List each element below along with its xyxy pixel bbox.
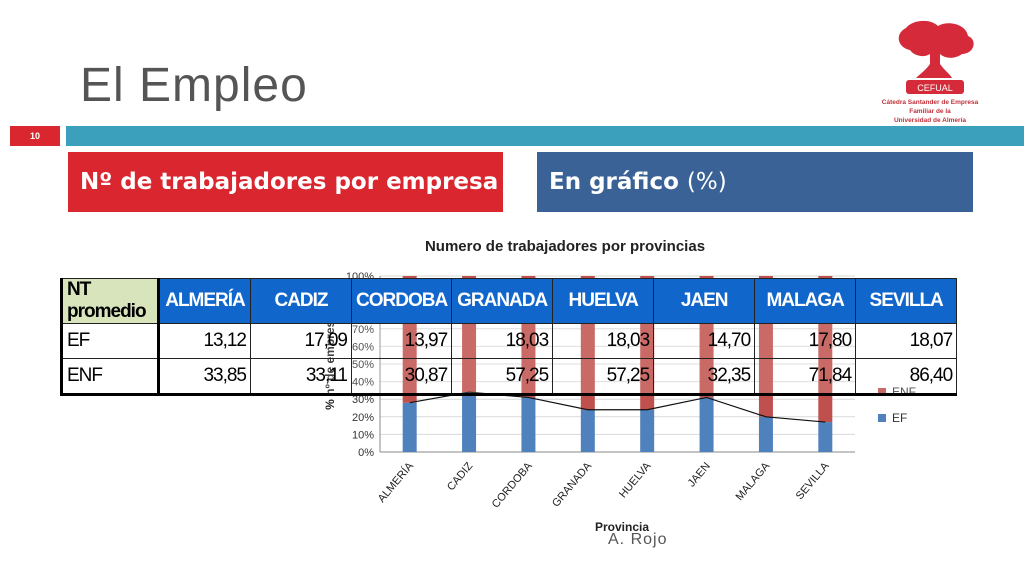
logo-line-1: Cátedra Santander de Empresa	[881, 99, 979, 106]
table-cell: 57,25	[451, 358, 554, 396]
table-header-row: NT promedio ALMERÍA CADIZ CORDOBA GRANADA HU…	[60, 278, 958, 324]
table-col-header: HUELVA	[552, 278, 655, 324]
logo-line-2: Familiar de la	[909, 108, 951, 115]
table-col-header: JAEN	[653, 278, 756, 324]
table-cell: 33,85	[158, 358, 251, 396]
table-cell: 32,35	[653, 358, 756, 396]
y-tick-label: 10%	[352, 429, 374, 441]
table-cell: 33,11	[250, 358, 352, 396]
bar-ef	[640, 409, 655, 452]
bar-ef	[699, 397, 714, 452]
table-cell: 57,25	[552, 358, 655, 396]
table-cell: 30,87	[350, 358, 453, 396]
table-cell: 18,03	[552, 323, 655, 359]
bar-ef	[462, 392, 477, 452]
x-tick-label: CADIZ	[445, 460, 476, 493]
table-cell: 13,12	[158, 323, 251, 359]
table-corner-header: NT promedio	[60, 278, 160, 324]
table-row-label: ENF	[60, 358, 160, 396]
x-axis-label: Provincia	[595, 520, 649, 534]
x-tick-label: JAEN	[686, 460, 713, 489]
y-tick-label: 0%	[358, 447, 374, 459]
section-box-chart: En gráfico (%)	[537, 152, 973, 212]
section-box-workers: Nº de trabajadores por empresa	[68, 152, 503, 212]
header-bar	[66, 126, 1024, 146]
table-cell: 17,80	[754, 323, 857, 359]
table-cell: 86,40	[855, 358, 958, 396]
table-col-header: MALAGA	[754, 278, 857, 324]
workers-table: NT promedio ALMERÍA CADIZ CORDOBA GRANADA HU…	[60, 278, 958, 396]
chart-title: Numero de trabajadores por provincias	[424, 238, 706, 255]
legend-label: EF	[892, 411, 907, 425]
table-col-header: ALMERÍA	[158, 278, 251, 324]
table-col-header: CORDOBA	[350, 278, 453, 324]
logo-line-3: Universidad de Almería	[893, 117, 966, 124]
bar-ef	[402, 402, 417, 452]
x-tick-label: GRANADA	[550, 460, 595, 510]
y-tick-label: 20%	[352, 412, 374, 424]
slide-title: El Empleo	[80, 59, 308, 112]
cefual-logo: CEFUAL	[890, 20, 980, 120]
table-row: ENF 33,85 33,11 30,87 57,25 57,25 32,35 71,84 86…	[60, 358, 958, 396]
x-tick-label: ALMERÍA	[375, 459, 416, 505]
table-cell: 14,70	[653, 323, 756, 359]
logo-caption: Cátedra Santander de Empresa Familiar de…	[868, 98, 992, 125]
table-col-header: CADIZ	[250, 278, 352, 324]
legend-swatch	[878, 414, 886, 422]
table-cell: 71,84	[754, 358, 857, 396]
table-cell: 18,03	[451, 323, 554, 359]
bar-ef	[580, 409, 595, 452]
table-row: EF 13,12 17,09 13,97 18,03 18,03 14,70 17,80 18,…	[60, 323, 958, 359]
table-col-header: SEVILLA	[855, 278, 958, 324]
y-tick-label: 30%	[352, 394, 374, 406]
x-tick-label: CORDOBA	[490, 460, 535, 511]
author-name: A. Rojo	[608, 531, 668, 548]
section-box-chart-bold: En gráfico	[549, 169, 679, 195]
slide-number: 10	[10, 126, 60, 146]
table-row-label: EF	[60, 323, 160, 359]
section-box-chart-light: (%)	[686, 169, 727, 195]
table-cell: 13,97	[350, 323, 453, 359]
bar-ef	[758, 416, 773, 452]
logo-badge: CEFUAL	[917, 83, 953, 93]
table-col-header: GRANADA	[451, 278, 554, 324]
x-tick-label: MALAGA	[734, 460, 773, 503]
table-cell: 18,07	[855, 323, 958, 359]
x-tick-label: HUELVA	[617, 460, 654, 501]
x-tick-label: SEVILLA	[794, 460, 832, 502]
bar-ef	[521, 397, 536, 452]
bar-ef	[818, 422, 833, 452]
table-cell: 17,09	[250, 323, 352, 359]
